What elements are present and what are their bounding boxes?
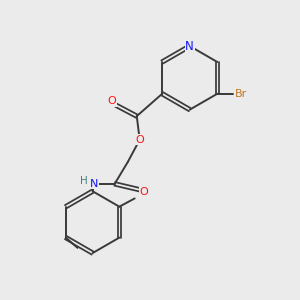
Text: O: O: [108, 96, 116, 106]
Text: O: O: [140, 187, 148, 196]
Text: N: N: [90, 179, 98, 189]
Text: N: N: [185, 40, 194, 52]
Text: O: O: [135, 135, 144, 145]
Text: H: H: [80, 176, 88, 186]
Text: Br: Br: [235, 89, 247, 99]
